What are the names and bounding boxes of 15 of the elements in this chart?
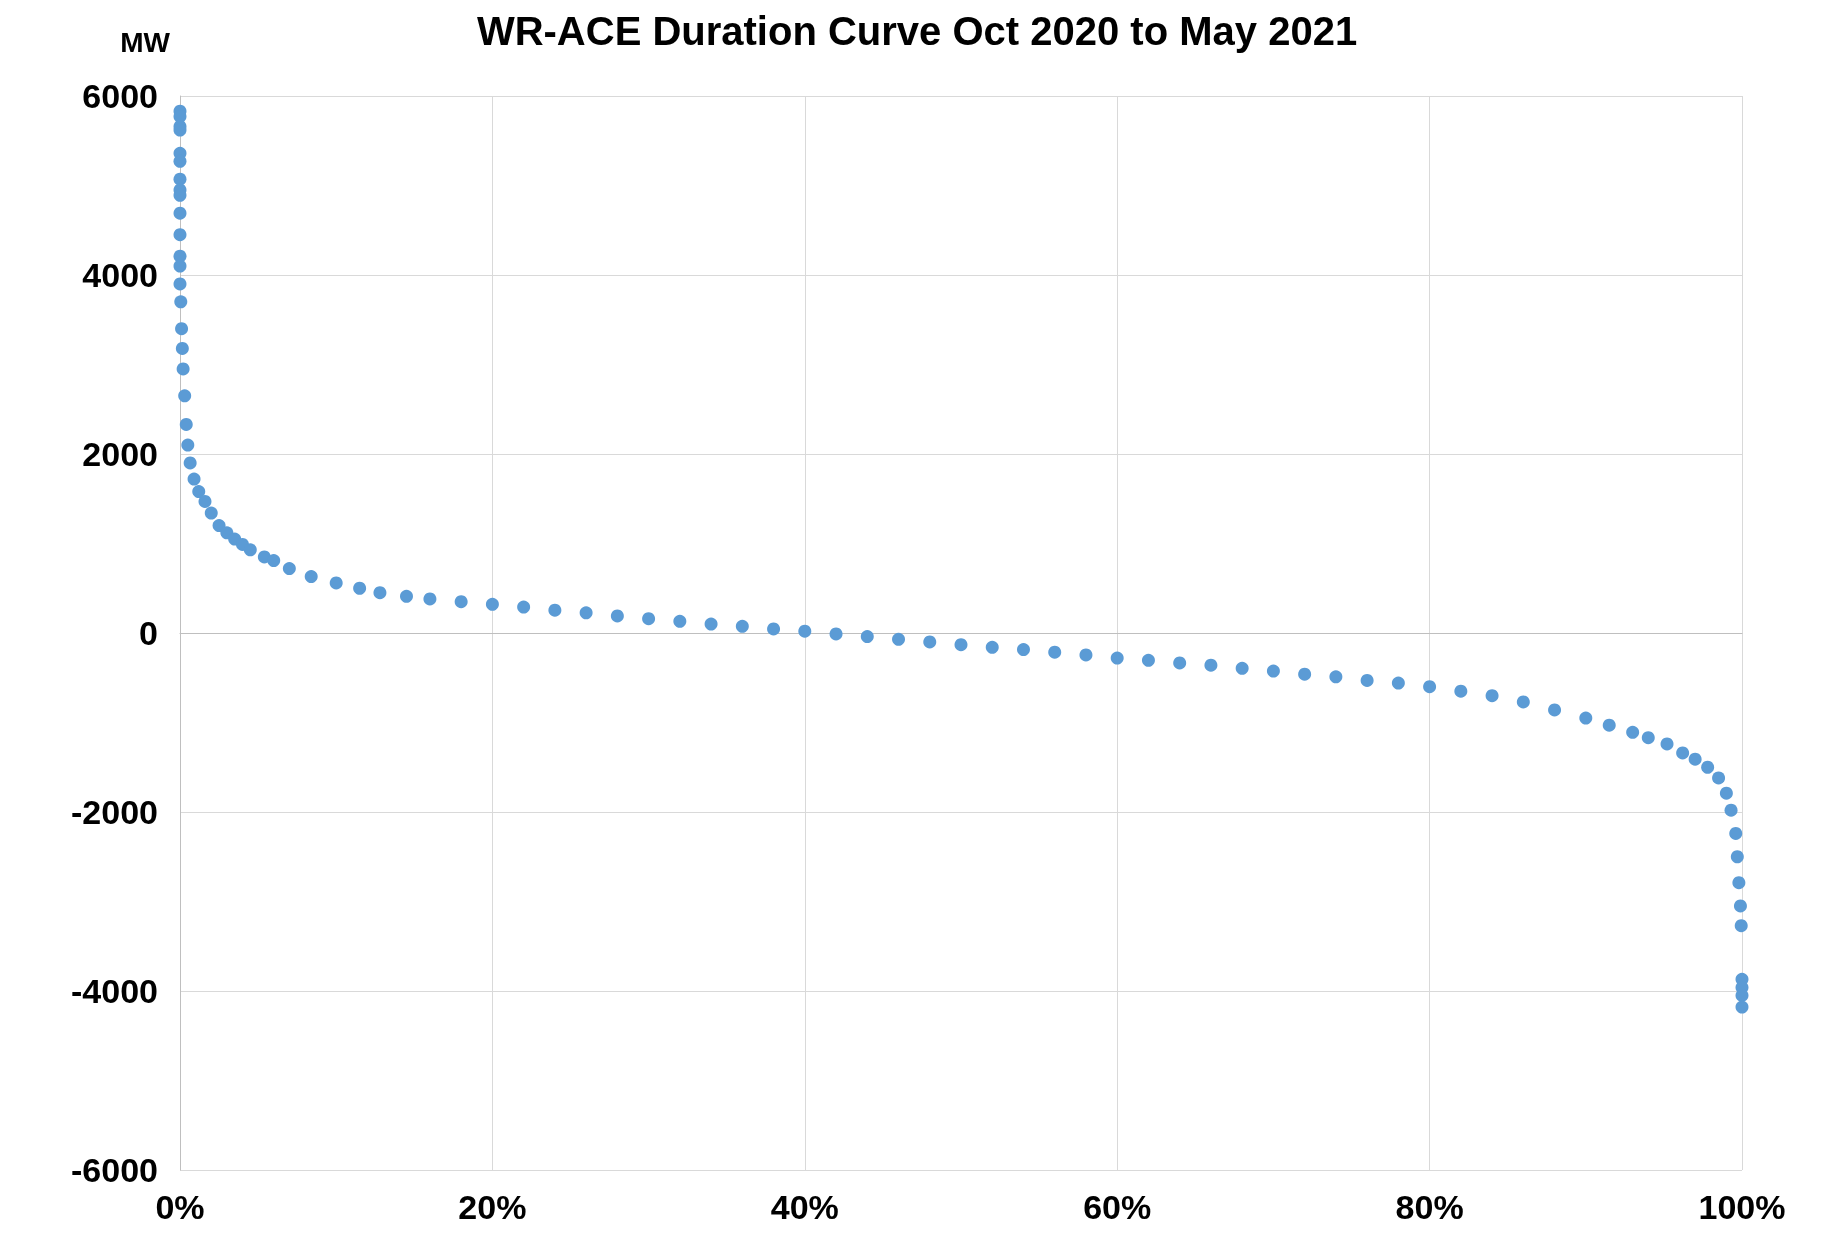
y-tick-label: 4000 bbox=[82, 256, 158, 294]
y-tick-label: -4000 bbox=[71, 972, 158, 1010]
x-tick-label: 100% bbox=[1698, 1188, 1786, 1226]
y-axis-title: MW bbox=[120, 26, 171, 58]
x-tick-label: 20% bbox=[458, 1188, 527, 1226]
chart-title: WR-ACE Duration Curve Oct 2020 to May 2021 bbox=[476, 9, 1358, 53]
y-tick-label: 6000 bbox=[82, 77, 158, 115]
x-tick-label: 0% bbox=[155, 1188, 205, 1226]
x-tick-label: 80% bbox=[1395, 1188, 1464, 1226]
y-tick-label: -2000 bbox=[71, 793, 158, 831]
x-tick-label: 60% bbox=[1083, 1188, 1152, 1226]
y-tick-label: 0 bbox=[139, 614, 158, 652]
y-tick-label: 2000 bbox=[82, 435, 158, 473]
x-tick-label: 40% bbox=[770, 1188, 839, 1226]
y-tick-label: -6000 bbox=[71, 1151, 158, 1189]
